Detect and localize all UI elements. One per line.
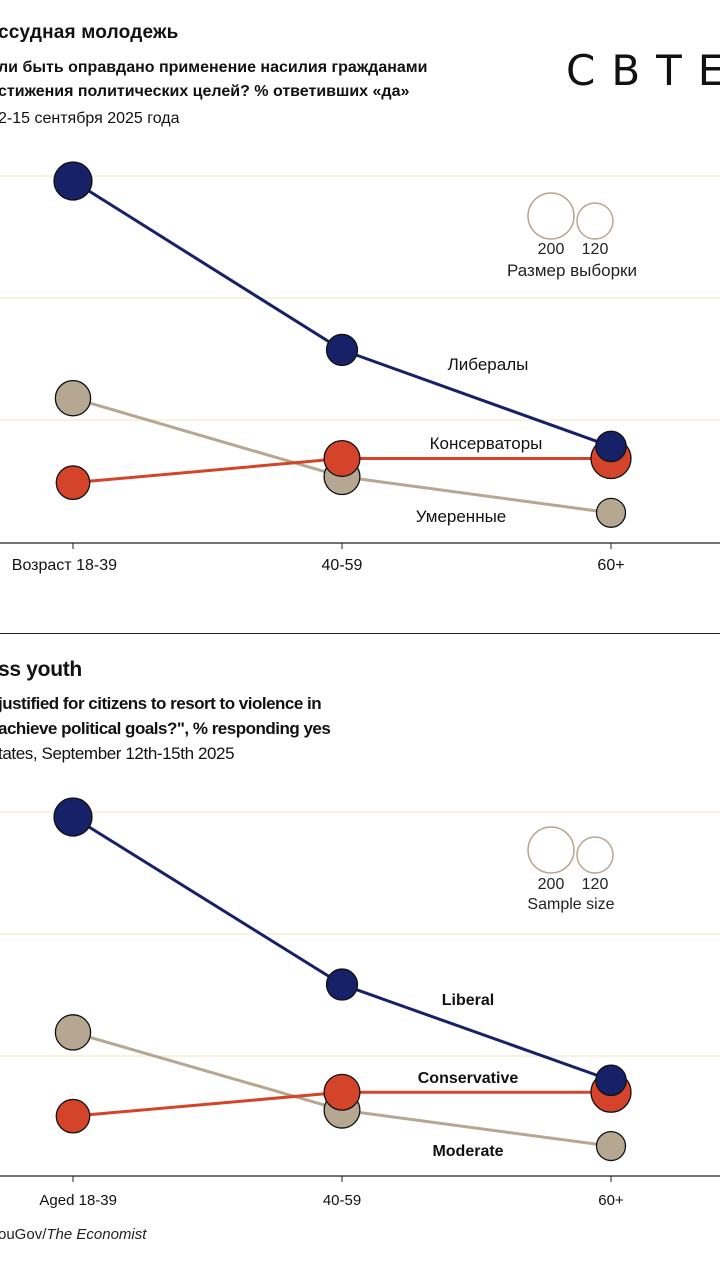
data-point-Консерваторы [55, 465, 91, 501]
series-label: Conservative [418, 1070, 519, 1087]
chart-panel-ru: ссудная молодежь ли быть оправдано приме… [0, 0, 720, 630]
data-point-Moderate [54, 1014, 92, 1051]
data-point-Liberal [53, 797, 93, 837]
series-label: Умеренные [416, 507, 507, 526]
data-point-Умеренные [54, 379, 92, 417]
panel-divider [0, 633, 720, 634]
x-tick-label: Aged 18-39 [39, 1192, 117, 1209]
x-tick-label: 40-59 [323, 1192, 361, 1209]
size-legend-small-value: 120 [582, 876, 609, 893]
data-point-Либералы [595, 430, 627, 463]
source-italic: The Economist [46, 1226, 147, 1243]
data-point-Либералы [53, 161, 93, 201]
chart-subtitle-line1: ли быть оправдано применение насилия гра… [0, 59, 428, 76]
series-label: Консерваторы [430, 434, 543, 453]
series-label: Либералы [448, 355, 529, 374]
chart-date: 2-15 сентября 2025 года [0, 110, 180, 127]
data-point-Liberal [595, 1064, 627, 1097]
data-point-Консерваторы [323, 439, 361, 478]
chart-ru-svg: Возраст 18-39 40-59 60+ Либералы Консерватор… [0, 161, 720, 574]
data-point-Liberal [325, 968, 359, 1001]
chart-subtitle-line2: стижения политических целей? % ответивши… [0, 83, 410, 100]
chart-subtitle-en-line1: justified for citizens to resort to viol… [0, 694, 322, 713]
x-tick-label: 40-59 [322, 557, 363, 574]
chart-title-en: ss youth [0, 658, 82, 681]
size-legend-circle-big [527, 826, 575, 874]
source-prefix: ouGov/ [0, 1226, 47, 1243]
size-legend-big-value: 200 [538, 876, 565, 893]
chart-date-en: tates, September 12th-15th 2025 [0, 744, 235, 763]
size-legend-circle-small [576, 202, 614, 240]
x-tick-label: 60+ [598, 1192, 624, 1209]
chart-subtitle-en-line2: achieve political goals?", % responding … [0, 719, 331, 738]
data-point-Conservative [323, 1073, 361, 1111]
size-legend-label: Sample size [527, 896, 614, 913]
size-legend-circle-small [576, 836, 614, 874]
size-legend-circle-big [527, 192, 575, 240]
series-label: Liberal [442, 992, 494, 1009]
data-point-Moderate [595, 1130, 627, 1162]
series-line-Либералы [72, 179, 612, 448]
series-line-Liberal [72, 815, 612, 1082]
data-point-Либералы [325, 333, 359, 367]
brand-logo: СВТЕ [566, 46, 720, 95]
chart-title: ссудная молодежь [0, 22, 179, 43]
data-point-Conservative [55, 1098, 91, 1134]
chart-source: ouGov/The Economist [0, 1226, 146, 1243]
series-label: Moderate [432, 1143, 503, 1160]
size-legend-big-value: 200 [538, 241, 565, 258]
chart-en-svg: Aged 18-39 40-59 60+ Liberal Conservative Mod… [0, 797, 720, 1209]
chart-panel-en: ss youth justified for citizens to resor… [0, 636, 720, 1280]
x-tick-label: Возраст 18-39 [12, 557, 117, 574]
size-legend-label: Размер выборки [507, 261, 637, 280]
data-point-Умеренные [595, 497, 627, 528]
size-legend-small-value: 120 [582, 241, 609, 258]
x-tick-label: 60+ [597, 557, 624, 574]
